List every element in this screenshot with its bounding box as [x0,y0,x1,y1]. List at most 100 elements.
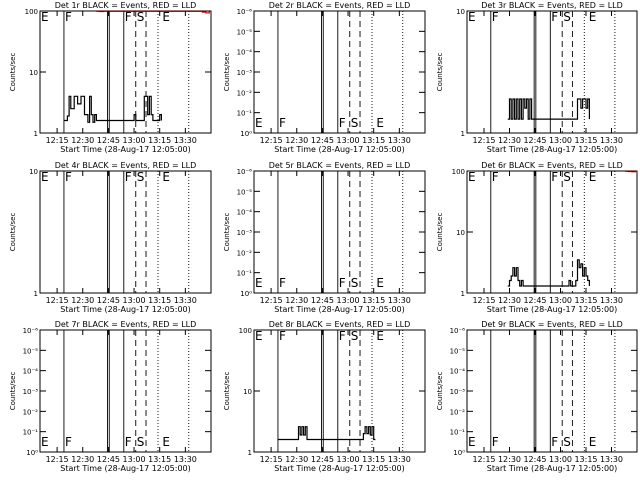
plot-frame [466,170,638,294]
x-tick-label: 13:00 [337,296,360,305]
marker-label: E [589,435,597,449]
x-axis-label: Start Time (28-Aug-17 12:05:00) [487,145,618,154]
y-tick-label: 10⁻⁴ [237,49,253,57]
marker-label: F [279,116,286,130]
chart-panel-2: Det 2r BLACK = Events, RED = LLD Counts/s… [223,1,426,154]
x-tick-label: 12:15 [472,455,495,464]
y-tick-label: 10⁰ [240,130,252,138]
y-tick-label: 10⁻¹ [450,429,466,437]
x-axis-label: Start Time (28-Aug-17 12:05:00) [60,305,191,314]
y-tick-label: 1 [34,290,38,298]
y-tick-label: 100 [25,8,38,16]
x-tick-label: 12:15 [260,136,283,145]
y-tick-label: 10⁻³ [450,388,466,396]
y-tick-label: 10 [456,229,465,237]
y-tick-label: 10⁻² [23,408,39,416]
x-tick-label: 12:45 [97,296,120,305]
plot-frame [466,329,638,453]
panel-title: Det 8r BLACK = Events, RED = LLD [269,320,411,329]
plot-frame [253,10,426,134]
x-tick-label: 12:45 [311,455,334,464]
chart-panel-7: Det 7r BLACK = Events, RED = LLD Counts/s… [9,320,212,473]
x-tick-label: 12:30 [498,296,521,305]
x-tick-label: 13:30 [174,455,197,464]
x-tick-label: 13:00 [123,296,146,305]
marker-label: E [468,10,476,24]
x-tick-label: 12:30 [285,136,308,145]
y-tick-label: 100 [452,168,465,176]
panel-title: Det 6r BLACK = Events, RED = LLD [481,161,623,170]
x-tick-label: 13:15 [148,455,171,464]
chart-panel-5: Det 5r BLACK = Events, RED = LLD Counts/s… [223,161,426,314]
x-tick-label: 13:30 [600,296,623,305]
x-tick-label: 13:00 [549,136,572,145]
y-tick-label: 10⁻² [450,408,466,416]
plot-frame [39,170,212,294]
y-tick-label: 1 [461,130,465,138]
marker-label: E [589,170,597,184]
y-tick-label: 10⁻³ [237,69,253,77]
marker-label: F [65,435,72,449]
marker-label: E [162,10,170,24]
plot-frame [253,170,426,294]
marker-label: S [137,10,145,24]
y-axis-label: Counts/sec [9,372,17,411]
marker-label: F [339,116,346,130]
panel-title: Det 4r BLACK = Events, RED = LLD [55,161,197,170]
marker-label: F [492,435,499,449]
y-axis-label: Counts/sec [223,53,231,92]
y-tick-label: 1 [248,449,252,457]
y-tick-label: 10⁻⁵ [23,347,39,355]
marker-label: E [162,170,170,184]
x-axis-label: Start Time (28-Aug-17 12:05:00) [274,464,405,473]
x-tick-label: 12:30 [71,455,94,464]
y-tick-label: 10⁻⁶ [450,327,466,335]
x-tick-label: 12:30 [285,296,308,305]
y-tick-label: 10⁻² [237,89,253,97]
x-tick-label: 13:15 [362,296,385,305]
x-tick-label: 12:15 [260,296,283,305]
y-tick-label: 10⁻¹ [237,270,253,278]
x-axis-label: Start Time (28-Aug-17 12:05:00) [60,145,191,154]
y-tick-label: 10⁻⁴ [23,368,39,376]
marker-label: E [255,329,263,343]
y-tick-label: 100 [239,327,252,335]
x-tick-label: 12:15 [46,296,69,305]
marker-label: E [376,116,384,130]
x-tick-label: 13:15 [362,136,385,145]
plot-frame [253,329,426,453]
marker-label: F [551,435,558,449]
series-line-1 [277,426,376,441]
marker-label: F [551,10,558,24]
x-tick-label: 12:45 [97,136,120,145]
chart-panel-8: Det 8r BLACK = Events, RED = LLD Counts/s… [223,320,426,473]
chart-panel-1: Det 1r BLACK = Events, RED = LLD Counts/s… [9,1,212,154]
y-axis-label: Counts/sec [436,372,444,411]
x-tick-label: 13:30 [388,136,411,145]
x-tick-label: 12:45 [311,296,334,305]
marker-label: S [137,170,145,184]
y-axis-label: Counts/sec [223,213,231,252]
x-tick-label: 12:45 [523,455,546,464]
y-tick-label: 10⁻⁵ [450,347,466,355]
y-tick-label: 10⁻⁴ [237,209,253,217]
x-tick-label: 13:30 [600,455,623,464]
y-tick-label: 10⁻⁶ [237,168,253,176]
x-tick-label: 12:30 [498,136,521,145]
marker-label: F [492,10,499,24]
x-axis-label: Start Time (28-Aug-17 12:05:00) [274,305,405,314]
x-axis-label: Start Time (28-Aug-17 12:05:00) [60,464,191,473]
marker-label: S [351,116,359,130]
x-tick-label: 13:00 [337,136,360,145]
marker-label: F [279,276,286,290]
y-tick-label: 10⁻⁵ [237,188,253,196]
x-tick-label: 13:30 [388,296,411,305]
marker-label: E [41,10,49,24]
chart-panel-6: Det 6r BLACK = Events, RED = LLD Counts/s… [436,161,638,314]
marker-label: E [162,435,170,449]
marker-label: E [41,170,49,184]
y-tick-label: 10⁻⁶ [237,8,253,16]
x-tick-label: 12:45 [97,455,120,464]
chart-panel-4: Det 4r BLACK = Events, RED = LLD Counts/s… [9,161,212,314]
